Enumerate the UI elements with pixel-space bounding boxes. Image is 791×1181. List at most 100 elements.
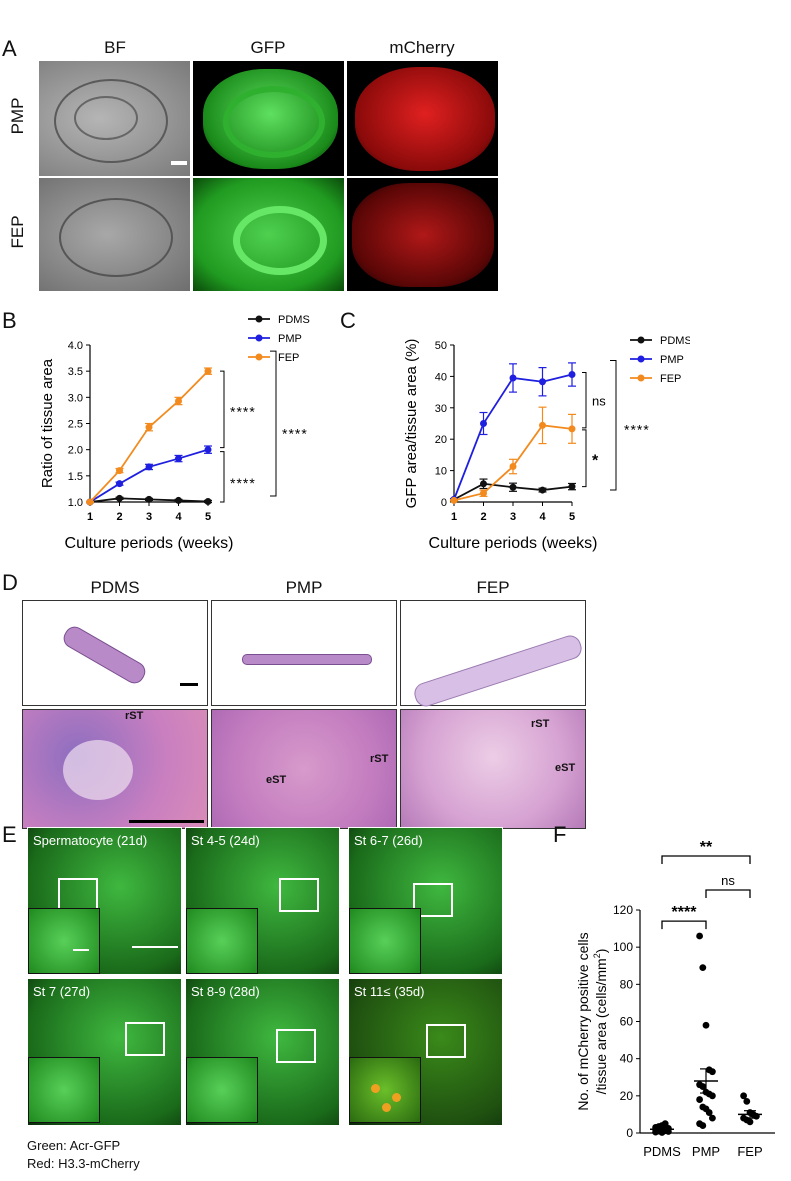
- data-point-fep: [86, 498, 94, 506]
- sig-bracket: [661, 920, 707, 930]
- legend-label-pmp: PMP: [660, 354, 684, 366]
- panel-label-e: E: [2, 822, 17, 847]
- data-point-fep: [740, 1092, 747, 1100]
- data-point-pmp: [705, 1109, 713, 1116]
- data-point-fep: [539, 421, 546, 429]
- data-point-pdms: [661, 1120, 669, 1128]
- scale-bar: [73, 949, 89, 951]
- zoom-inset: [349, 908, 421, 974]
- e-tile: St 7 (27d): [27, 978, 182, 1126]
- gfp-fep-image: [193, 178, 344, 291]
- zoom-inset: [349, 1057, 421, 1123]
- legend-marker: [255, 315, 263, 323]
- data-point-fep: [450, 496, 458, 504]
- y-tick-label: 0: [441, 497, 447, 509]
- y-tick-label: 2.5: [68, 419, 83, 431]
- legend-label-pmp: PMP: [278, 333, 302, 345]
- x-axis-label: Culture periods (weeks): [65, 535, 234, 552]
- he-high-pmp: eST rST: [211, 709, 397, 829]
- series-line-pmp: [453, 373, 573, 500]
- data-point-fep: [145, 423, 153, 431]
- sig-bracket: [270, 350, 277, 497]
- y-tick-label: 10: [435, 466, 447, 478]
- y-axis-label: Ratio of tissue area: [39, 358, 56, 488]
- zoom-box: [426, 1024, 466, 1058]
- zoom-box: [276, 1029, 316, 1063]
- zoom-box: [279, 878, 319, 912]
- bf-fep-image: [39, 178, 190, 291]
- chart-c: 0 10 20 30 40 50 1 2 3 4 5 Culture periods (weeks) G…: [403, 335, 690, 552]
- chart-f: 0 20 40 60 80 100 120 PDMS PMP FEP No. of mCherry …: [575, 839, 775, 1159]
- sig-label: ****: [282, 426, 308, 442]
- panel-label-b: B: [2, 308, 17, 333]
- data-point-pmp: [509, 374, 517, 382]
- data-point-pmp: [702, 1021, 710, 1029]
- y-tick-label: 120: [613, 903, 633, 917]
- data-point-fep: [509, 463, 517, 471]
- legend-marker: [637, 374, 645, 382]
- y-tick-label: 4.0: [68, 340, 83, 352]
- he-high-fep: rST eST: [400, 709, 586, 829]
- x-tick-label: PDMS: [643, 1144, 681, 1159]
- x-axis-label: Culture periods (weeks): [429, 535, 598, 552]
- e-tile-label: St 8-9 (28d): [191, 984, 260, 999]
- scale-bar: [180, 683, 198, 686]
- x-tick-label: 3: [510, 511, 516, 523]
- y-tick-label: 20: [435, 434, 447, 446]
- col-title-bf: BF: [104, 38, 126, 57]
- zoom-inset: [28, 908, 100, 974]
- scale-bar: [129, 820, 204, 823]
- mcherry-spot: [371, 1083, 380, 1093]
- legend-green: Green: Acr-GFP: [27, 1138, 121, 1153]
- sig-bracket: [220, 370, 225, 449]
- e-tile-label: Spermatocyte (21d): [33, 833, 148, 848]
- data-point-pmp: [568, 371, 576, 379]
- legend-red: Red: H3.3-mCherry: [27, 1156, 140, 1171]
- d-col-title-pmp: PMP: [285, 578, 323, 597]
- zoom-box: [125, 1022, 165, 1056]
- y-axis-label: /tissue area (cells/mm2): [592, 949, 609, 1095]
- y-tick-label: 3.0: [68, 392, 83, 404]
- y-tick-label: 100: [613, 940, 633, 954]
- data-point-pmp: [204, 446, 212, 454]
- sig-bracket: [705, 889, 751, 898]
- x-tick-label: 4: [175, 511, 182, 523]
- label-est: eST: [266, 774, 287, 786]
- d-col-title-pdms: PDMS: [90, 578, 140, 597]
- y-tick-label: 20: [620, 1089, 634, 1103]
- x-tick-label: PMP: [692, 1144, 720, 1159]
- y-tick-label: 60: [620, 1015, 634, 1029]
- x-tick-label: 2: [480, 511, 486, 523]
- e-tile: Spermatocyte (21d): [27, 827, 182, 975]
- zoom-inset: [28, 1057, 100, 1123]
- data-point-pdms: [568, 483, 576, 491]
- sig-label: *: [592, 453, 599, 470]
- legend-marker: [255, 334, 263, 342]
- data-point-fep: [480, 489, 487, 497]
- he-low-pmp: [211, 600, 397, 706]
- sig-label: ns: [721, 873, 735, 888]
- x-tick-label: 2: [116, 511, 122, 523]
- y-axis-label: GFP area/tissue area (%): [403, 339, 420, 509]
- data-point-pmp: [145, 463, 153, 471]
- zoom-inset: [186, 908, 258, 974]
- x-tick-label: 1: [451, 511, 457, 523]
- data-point-fep: [743, 1098, 751, 1105]
- data-point-pmp: [116, 480, 123, 488]
- y-tick-label: 2.0: [68, 445, 83, 457]
- panel-label-a: A: [2, 36, 17, 61]
- e-tile: St 4-5 (24d): [185, 827, 340, 975]
- legend-marker: [637, 336, 645, 344]
- x-tick-label: 1: [87, 511, 93, 523]
- data-point-pdms: [509, 483, 517, 491]
- e-tile-label: St 6-7 (26d): [354, 833, 423, 848]
- data-point-fep: [746, 1118, 754, 1126]
- zoom-box: [58, 878, 98, 912]
- zoom-box: [413, 883, 453, 917]
- y-tick-label: 1.5: [68, 471, 83, 483]
- zoom-inset: [186, 1057, 258, 1123]
- sig-bracket: [610, 360, 617, 491]
- data-point-pmp: [709, 1068, 716, 1076]
- row-title-pmp: PMP: [8, 97, 27, 135]
- sig-label: ****: [230, 475, 256, 491]
